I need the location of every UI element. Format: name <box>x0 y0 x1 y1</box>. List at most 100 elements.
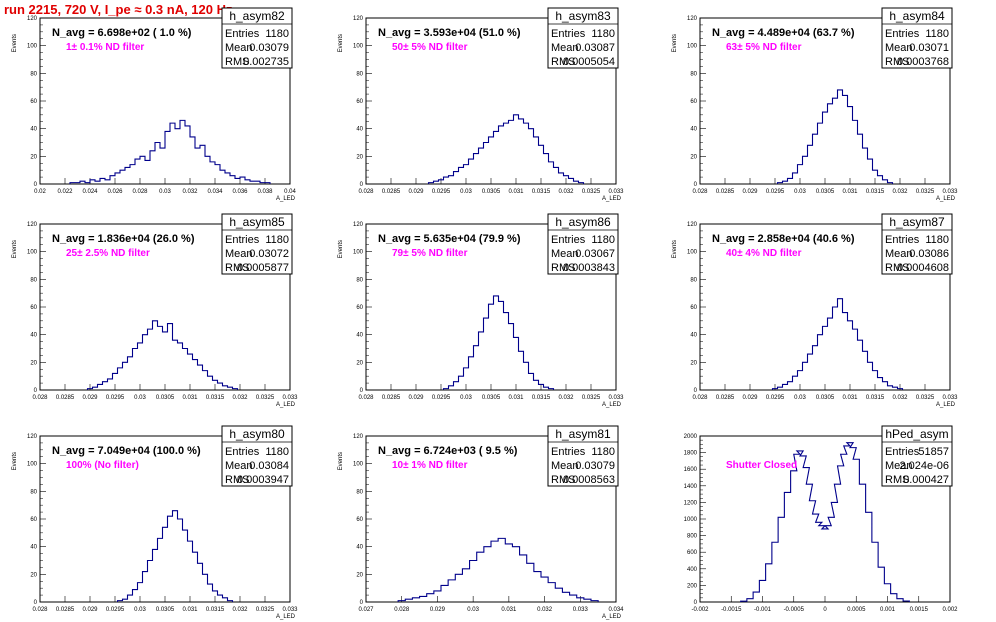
stats-title: h_asym87 <box>889 215 945 229</box>
x-tick-label: 0.029 <box>408 395 424 401</box>
x-tick-label: 0.03 <box>460 189 472 195</box>
x-tick-label: 0.032 <box>892 395 908 401</box>
x-tick-label: 0.0315 <box>532 395 551 401</box>
stats-box-frame <box>221 7 293 69</box>
filter-label: Shutter Closed <box>726 460 797 471</box>
y-tick-label: 100 <box>27 44 38 50</box>
stats-box-frame <box>221 425 293 487</box>
x-tick-label: 0.024 <box>82 189 98 195</box>
stats-mean-label: Mean <box>225 248 253 260</box>
x-tick-label: 0.031 <box>842 189 858 195</box>
x-tick-label: 0.032 <box>537 607 553 613</box>
y-tick-label: 60 <box>690 99 697 105</box>
x-tick-label: 0.031 <box>182 607 198 613</box>
stats-rms-value: 0.0003947 <box>237 474 289 486</box>
stats-mean-value: 0.03079 <box>575 460 615 472</box>
stats-entries-label: Entries <box>551 28 586 40</box>
y-tick-label: 20 <box>30 360 37 366</box>
run-title: run 2215, 720 V, I_pe ≈ 0.3 nA, 120 Hz <box>4 2 233 17</box>
x-tick-label: 0.033 <box>282 395 298 401</box>
filter-label: 10± 1% ND filter <box>392 460 468 471</box>
y-tick-label: 40 <box>356 333 363 339</box>
stats-mean-label: Mean <box>225 42 253 54</box>
stats-box: h_asym84 Entries 1180 Mean0.03071RMS0.00037… <box>881 7 953 69</box>
y-tick-label: 40 <box>30 127 37 133</box>
x-tick-label: 0.033 <box>942 395 958 401</box>
x-tick-label: 0.0315 <box>866 189 885 195</box>
y-tick-label: 20 <box>690 360 697 366</box>
x-tick-label: 0.0315 <box>206 607 225 613</box>
x-tick-label: 0.034 <box>207 189 223 195</box>
x-tick-label: 0.0015 <box>910 607 929 613</box>
x-tick-label: 0.029 <box>742 189 758 195</box>
x-tick-label: 0 <box>823 607 827 613</box>
x-tick-label: 0.0295 <box>766 395 785 401</box>
y-tick-label: 20 <box>356 360 363 366</box>
y-tick-label: 60 <box>356 517 363 523</box>
stats-box: h_asym83 Entries 1180 Mean0.03087RMS0.00050… <box>547 7 619 69</box>
x-tick-label: 0.032 <box>232 395 248 401</box>
y-axis-label: Events <box>12 452 18 470</box>
x-tick-label: 0.033 <box>942 189 958 195</box>
stats-entries-value: 1180 <box>265 446 289 458</box>
stats-mean-value: 0.03079 <box>249 42 289 54</box>
y-tick-label: 20 <box>356 572 363 578</box>
stats-mean-value: 0.03072 <box>249 248 289 260</box>
y-axis-label: Events <box>672 240 678 258</box>
y-tick-label: 0 <box>694 182 698 188</box>
stats-rms-value: 0.0003768 <box>897 56 949 68</box>
stats-box-frame <box>547 7 619 69</box>
y-tick-label: 20 <box>30 154 37 160</box>
stats-mean-value: 0.03084 <box>249 460 289 472</box>
histogram-series <box>442 295 555 390</box>
x-tick-label: 0.0325 <box>582 189 601 195</box>
x-tick-label: 0.029 <box>408 189 424 195</box>
x-tick-label: 0.026 <box>107 189 123 195</box>
filter-label: 40± 4% ND filter <box>726 248 802 259</box>
y-tick-label: 1800 <box>684 451 698 457</box>
x-tick-label: 0.029 <box>430 607 446 613</box>
x-tick-label: 0.0285 <box>56 607 75 613</box>
y-tick-label: 100 <box>687 44 698 50</box>
x-axis-label: A_LED <box>276 196 296 202</box>
x-tick-label: 0.002 <box>942 607 958 613</box>
filter-label: 1± 0.1% ND filter <box>66 42 144 53</box>
x-tick-label: 0.0305 <box>816 189 835 195</box>
stats-title: h_asym84 <box>889 9 945 23</box>
navg-label: N_avg = 7.049e+04 (100.0 %) <box>52 445 201 457</box>
stats-box-frame <box>881 213 953 275</box>
stats-rms-label: RMS <box>551 56 575 68</box>
stats-title: h_asym81 <box>555 427 611 441</box>
y-tick-label: 0 <box>34 600 38 606</box>
stats-entries-label: Entries <box>225 234 260 246</box>
x-tick-label: 0.0325 <box>916 189 935 195</box>
stats-box-frame <box>881 7 953 69</box>
stats-rms-value: 0.000427 <box>903 474 949 486</box>
stats-rms-label: RMS <box>551 474 575 486</box>
y-tick-label: 60 <box>30 305 37 311</box>
x-tick-label: 0.0295 <box>106 607 125 613</box>
x-tick-label: 0.03 <box>460 395 472 401</box>
stats-entries-label: Entries <box>551 234 586 246</box>
histogram-panel-h_asym80: 0 20 40 60 80 100 120 0.028 0.0285 0.029 0.0295 0.0… <box>12 425 298 620</box>
x-tick-label: 0.022 <box>57 189 73 195</box>
x-tick-label: 0.028 <box>692 189 708 195</box>
stats-box: h_asym81 Entries 1180 Mean0.03079RMS0.00085… <box>547 425 619 487</box>
x-tick-label: 0.031 <box>842 395 858 401</box>
stats-rms-label: RMS <box>885 56 909 68</box>
y-tick-label: 100 <box>353 462 364 468</box>
stats-box: h_asym80 Entries 1180 Mean0.03084RMS0.00039… <box>221 425 293 487</box>
stats-entries-value: 1180 <box>925 234 949 246</box>
stats-entries-value: 1180 <box>591 446 615 458</box>
y-tick-label: 0 <box>694 388 698 394</box>
x-tick-label: 0.0295 <box>432 395 451 401</box>
x-tick-label: 0.032 <box>232 607 248 613</box>
stats-rms-value: 0.0004608 <box>897 262 949 274</box>
x-tick-label: -0.002 <box>691 607 709 613</box>
x-tick-label: 0.031 <box>182 395 198 401</box>
y-tick-label: 60 <box>30 99 37 105</box>
x-tick-label: 0.033 <box>573 607 589 613</box>
x-tick-label: -0.001 <box>754 607 772 613</box>
x-tick-label: 0.034 <box>608 607 624 613</box>
stats-mean-value: 0.03087 <box>575 42 615 54</box>
